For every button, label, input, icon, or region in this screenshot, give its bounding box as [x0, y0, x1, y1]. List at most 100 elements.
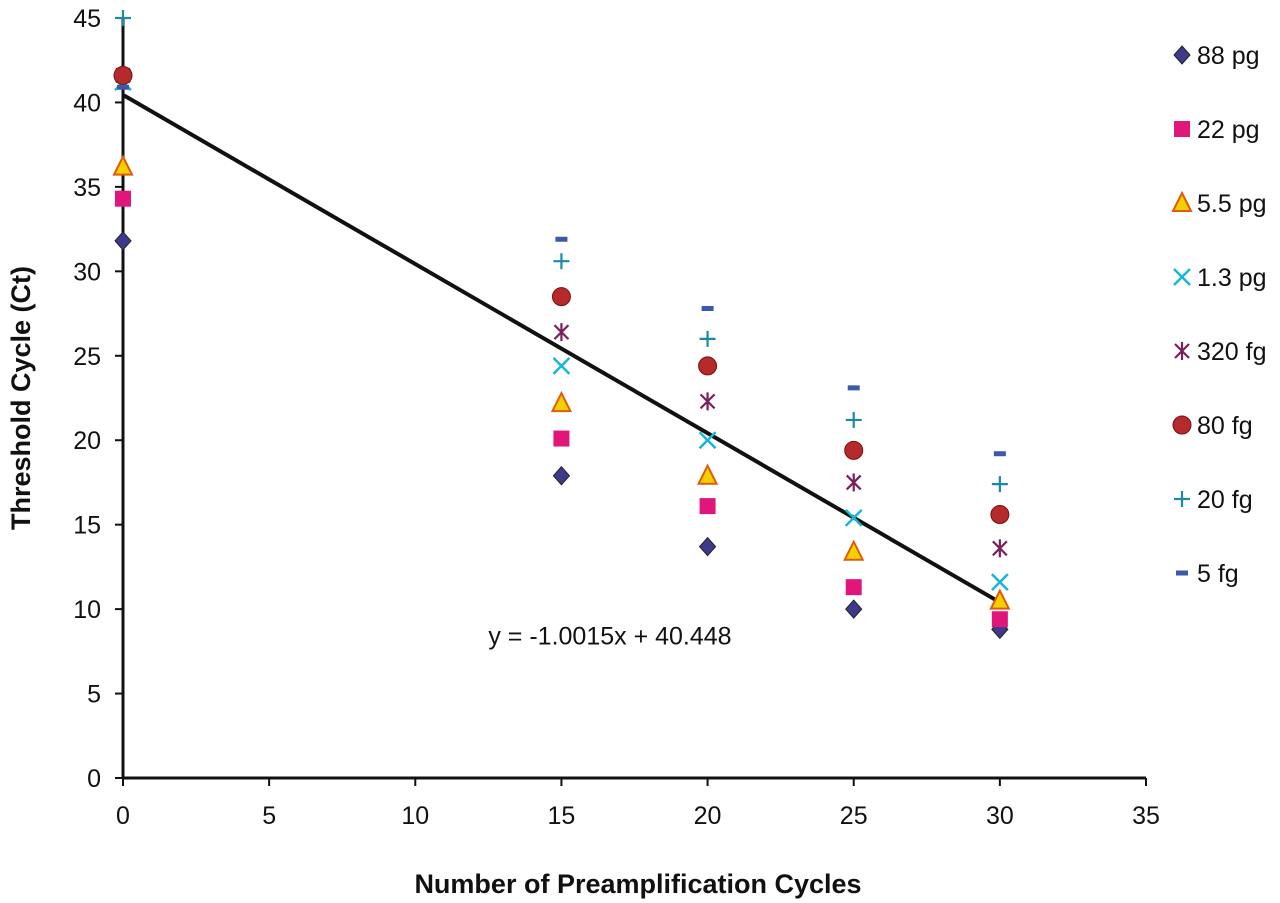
- trendline-equation: y = -1.0015x + 40.448: [488, 622, 731, 650]
- legend-marker: [1172, 415, 1192, 435]
- series-5: [113, 65, 1010, 525]
- square-marker: [699, 498, 716, 515]
- dash-marker: [847, 385, 860, 391]
- y-tick-label: 25: [73, 343, 101, 371]
- diamond-marker: [552, 465, 571, 486]
- x-tick-label: 25: [840, 802, 868, 830]
- data-point: [991, 476, 1008, 493]
- circle-marker: [1172, 415, 1192, 435]
- y-tick-label: 10: [73, 596, 101, 624]
- diamond-marker: [1173, 45, 1191, 65]
- series-2: [112, 154, 1011, 610]
- data-point: [555, 236, 568, 242]
- triangle-marker: [989, 588, 1011, 610]
- circle-marker: [113, 65, 133, 85]
- y-tick-label: 45: [73, 5, 101, 33]
- legend: 88 pg 22 pg 5.5 pg 1.3 pg 320 fg 80 fg 20 fg 5 …: [1171, 42, 1267, 588]
- series-1: [115, 190, 1008, 628]
- legend-marker: [1171, 190, 1193, 212]
- diamond-marker: [845, 599, 863, 619]
- data-point: [843, 539, 865, 561]
- data-point: [553, 323, 570, 342]
- data-point: [989, 588, 1011, 610]
- data-point: [845, 599, 863, 619]
- data-point: [845, 473, 862, 492]
- circle-marker: [551, 287, 571, 307]
- axes: [121, 18, 1146, 780]
- legend-marker: [1173, 45, 1191, 65]
- data-point: [112, 154, 134, 176]
- dash-marker: [993, 451, 1006, 457]
- y-tick-label: 35: [73, 174, 101, 202]
- dash-marker: [701, 305, 714, 311]
- x-tick-label: 20: [694, 802, 722, 830]
- data-point: [698, 356, 718, 376]
- square-marker: [991, 611, 1008, 628]
- y-ticks: 0 5 10 15 20 25 30 35 40 45: [73, 5, 123, 793]
- data-point: [696, 463, 719, 485]
- series-7: [117, 84, 1006, 457]
- legend-label: 88 pg: [1197, 42, 1260, 70]
- y-tick-label: 15: [73, 512, 101, 540]
- series-0: [114, 231, 1009, 640]
- legend-label: 22 pg: [1197, 116, 1260, 144]
- trendline: [121, 93, 1001, 605]
- x-marker-stroke: [990, 573, 1009, 591]
- data-point: [551, 287, 571, 307]
- data-points: [112, 10, 1011, 640]
- data-point: [992, 539, 1008, 558]
- y-tick-label: 5: [87, 681, 101, 709]
- data-point: [701, 305, 714, 311]
- legend-marker: [1174, 342, 1190, 360]
- legend-marker: [1174, 491, 1190, 507]
- diamond-marker: [698, 536, 717, 557]
- square-marker: [845, 579, 862, 596]
- data-point: [115, 190, 131, 207]
- legend-label: 5 fg: [1197, 560, 1239, 588]
- triangle-marker: [112, 154, 134, 176]
- diamond-marker: [114, 231, 132, 251]
- square-marker: [115, 190, 131, 207]
- legend-label: 1.3 pg: [1197, 264, 1267, 292]
- legend-marker: [1176, 570, 1188, 576]
- x-tick-label: 0: [116, 802, 130, 830]
- y-axis-title: Threshold Cycle (Ct): [6, 266, 36, 530]
- square-marker: [1174, 121, 1190, 137]
- data-point: [845, 411, 862, 428]
- x-marker-stroke: [552, 357, 571, 375]
- data-point: [115, 10, 131, 26]
- dash-marker: [117, 84, 129, 90]
- legend-marker: [1173, 268, 1191, 286]
- data-point: [844, 509, 863, 527]
- x-tick-label: 10: [401, 802, 429, 830]
- data-point: [552, 465, 571, 486]
- y-tick-label: 0: [87, 765, 101, 793]
- data-point: [114, 231, 132, 251]
- triangle-marker: [696, 463, 719, 485]
- y-tick-label: 30: [73, 258, 101, 286]
- data-point: [698, 536, 717, 557]
- data-point: [553, 430, 570, 447]
- data-point: [991, 611, 1008, 628]
- data-point: [993, 451, 1006, 457]
- x-marker-stroke: [1173, 268, 1191, 286]
- x-tick-label: 35: [1132, 802, 1160, 830]
- x-axis-title: Number of Preamplification Cycles: [414, 869, 861, 899]
- x-ticks: 0 5 10 15 20 25 30 35: [116, 778, 1160, 830]
- legend-label: 20 fg: [1197, 486, 1253, 514]
- x-marker-stroke: [698, 431, 717, 450]
- square-marker: [553, 430, 570, 447]
- data-point: [698, 431, 717, 450]
- x-tick-label: 30: [986, 802, 1014, 830]
- data-point: [847, 385, 860, 391]
- triangle-marker: [1171, 190, 1193, 212]
- data-point: [699, 330, 716, 347]
- data-point: [552, 357, 571, 375]
- y-tick-label: 20: [73, 427, 101, 455]
- legend-marker: [1174, 121, 1190, 137]
- data-point: [553, 253, 570, 270]
- circle-marker: [990, 505, 1010, 525]
- x-tick-label: 15: [548, 802, 576, 830]
- x-marker-stroke: [844, 509, 863, 527]
